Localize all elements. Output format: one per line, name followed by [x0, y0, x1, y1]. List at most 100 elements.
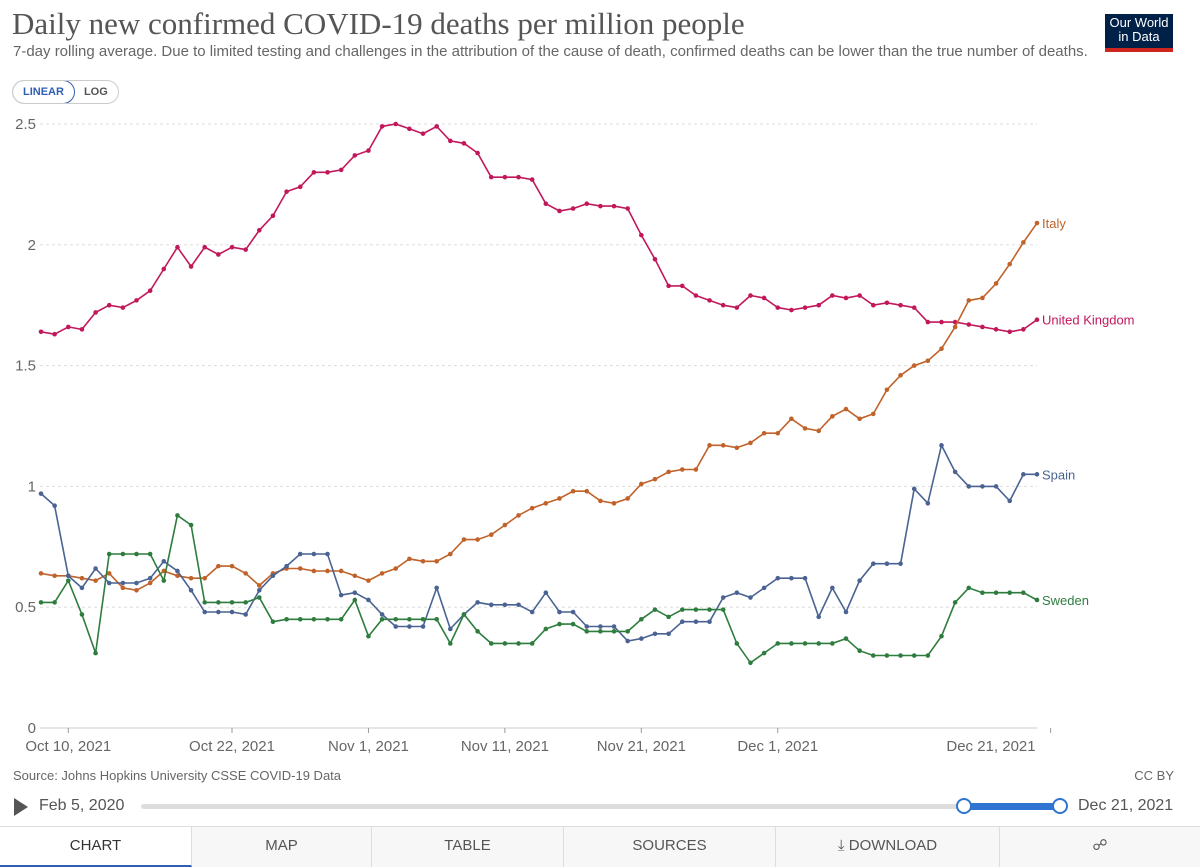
data-point-italy [379, 571, 385, 576]
data-point-sweden [557, 621, 562, 627]
data-point-sweden [925, 653, 931, 658]
data-point-united-kingdom [79, 327, 85, 332]
tab-bar: CHART MAP TABLE SOURCES ⤓ DOWNLOAD ☍ [0, 826, 1200, 867]
data-point-italy [352, 573, 358, 579]
tab-sources[interactable]: SOURCES [564, 827, 776, 867]
data-point-sweden [884, 653, 890, 658]
timeline-selected-range[interactable] [964, 803, 1060, 810]
data-point-italy [297, 566, 303, 571]
data-point-sweden [461, 612, 467, 617]
data-point-united-kingdom [229, 244, 235, 250]
data-point-spain [79, 585, 85, 591]
data-point-sweden [707, 607, 712, 612]
timeline-start-handle[interactable] [956, 798, 972, 814]
data-point-spain [502, 602, 508, 608]
owid-logo[interactable]: Our World in Data [1105, 14, 1173, 52]
tab-table[interactable]: TABLE [372, 827, 564, 867]
data-point-spain [475, 600, 480, 605]
data-point-united-kingdom [243, 247, 248, 252]
data-point-italy [911, 363, 917, 368]
share-button[interactable]: ☍ [1000, 827, 1200, 867]
tab-map[interactable]: MAP [192, 827, 372, 867]
y-tick-label: 1 [28, 478, 36, 495]
data-point-spain [270, 573, 276, 579]
data-point-italy [188, 575, 194, 581]
data-point-united-kingdom [584, 201, 590, 207]
data-point-spain [993, 484, 999, 489]
timeline-end-handle[interactable] [1052, 798, 1068, 814]
data-point-sweden [598, 629, 603, 634]
play-icon[interactable] [14, 798, 28, 816]
data-point-sweden [639, 616, 644, 622]
series-label-italy: Italy [1042, 216, 1066, 231]
data-point-spain [980, 484, 985, 489]
data-point-italy [693, 467, 699, 472]
data-point-united-kingdom [707, 298, 712, 303]
logo-line-2: in Data [1118, 29, 1160, 44]
data-point-italy [134, 587, 139, 593]
source-note[interactable]: Source: Johns Hopkins University CSSE CO… [13, 768, 342, 783]
data-point-spain [884, 561, 890, 567]
data-point-spain [297, 551, 303, 557]
data-point-spain [966, 484, 972, 489]
series-label-united-kingdom: United Kingdom [1042, 313, 1135, 328]
data-point-spain [93, 566, 98, 571]
data-point-italy [652, 476, 658, 482]
data-point-united-kingdom [939, 319, 944, 325]
data-point-spain [147, 575, 153, 581]
data-point-united-kingdom [325, 170, 330, 175]
data-point-italy [516, 513, 521, 518]
data-point-italy [147, 580, 153, 586]
data-point-sweden [720, 607, 726, 612]
data-point-italy [338, 568, 344, 574]
data-point-spain [106, 580, 112, 586]
data-point-sweden [475, 629, 480, 634]
timeline-start-date: Feb 5, 2020 [39, 797, 125, 814]
data-point-spain [666, 631, 671, 637]
data-point-italy [52, 573, 57, 579]
data-point-italy [679, 467, 685, 472]
data-point-sweden [284, 616, 289, 622]
data-point-italy [802, 426, 808, 431]
data-point-united-kingdom [925, 319, 931, 325]
data-point-sweden [775, 641, 781, 646]
data-point-spain [65, 573, 71, 579]
data-point-sweden [843, 636, 849, 641]
data-point-united-kingdom [202, 244, 208, 250]
data-point-sweden [570, 621, 576, 627]
data-point-sweden [488, 641, 494, 646]
data-point-spain [434, 585, 439, 591]
data-point-italy [120, 585, 126, 591]
tab-download[interactable]: ⤓ DOWNLOAD [776, 827, 1000, 867]
data-point-italy [38, 571, 44, 576]
tab-chart[interactable]: CHART [0, 827, 192, 867]
data-point-united-kingdom [911, 305, 917, 310]
data-point-united-kingdom [106, 302, 112, 308]
data-point-spain [52, 503, 57, 509]
data-point-united-kingdom [175, 244, 180, 250]
log-scale-button[interactable]: LOG [83, 86, 108, 98]
data-point-united-kingdom [516, 174, 521, 180]
data-point-united-kingdom [461, 141, 467, 146]
data-point-united-kingdom [679, 283, 685, 289]
data-point-italy [366, 578, 371, 583]
data-point-spain [584, 624, 590, 629]
data-point-sweden [1021, 590, 1026, 596]
data-point-spain [679, 619, 685, 624]
data-point-spain [120, 580, 126, 586]
data-point-sweden [175, 513, 180, 518]
linear-scale-button[interactable]: LINEAR [12, 81, 75, 103]
data-point-sweden [325, 616, 330, 622]
data-point-united-kingdom [188, 264, 194, 269]
data-point-united-kingdom [448, 138, 453, 144]
data-point-spain [229, 609, 235, 615]
data-point-spain [1034, 472, 1040, 477]
data-point-spain [352, 590, 358, 596]
data-point-spain [857, 578, 862, 583]
license-link[interactable]: CC BY [1134, 768, 1174, 783]
data-point-united-kingdom [366, 148, 371, 153]
data-point-united-kingdom [379, 124, 385, 129]
data-point-spain [311, 551, 317, 557]
timeline-track[interactable] [141, 804, 1063, 809]
series-label-spain: Spain [1042, 467, 1075, 482]
